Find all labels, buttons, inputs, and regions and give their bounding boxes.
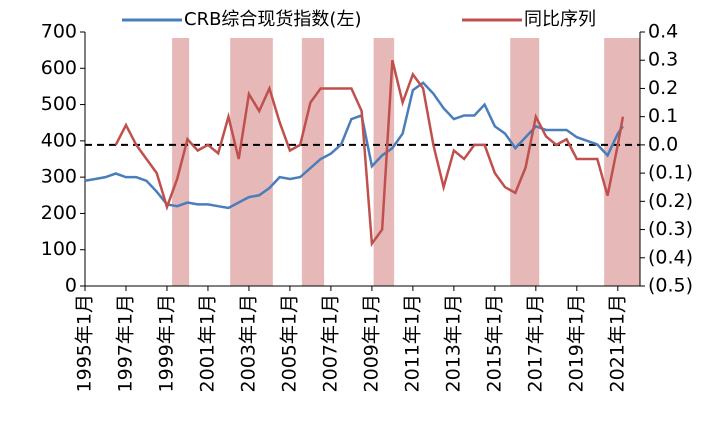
y-tick-label: 0 bbox=[65, 275, 77, 297]
x-tick-label: 2007年1月 bbox=[319, 294, 341, 392]
y-tick-label: 600 bbox=[41, 57, 77, 79]
y-tick-label: 400 bbox=[41, 129, 77, 151]
x-tick-label: 1997年1月 bbox=[114, 294, 136, 392]
y2-tick-label: (0.5) bbox=[648, 275, 693, 297]
x-tick-label: 2003年1月 bbox=[237, 294, 259, 392]
shaded-period bbox=[510, 38, 540, 286]
x-tick-label: 2015年1月 bbox=[483, 294, 505, 392]
x-tick-label: 2009年1月 bbox=[360, 294, 382, 392]
x-tick-label: 2021年1月 bbox=[606, 294, 628, 392]
series-line bbox=[114, 59, 625, 248]
y2-tick-label: 0.3 bbox=[648, 49, 678, 71]
legend-label: 同比序列 bbox=[524, 9, 596, 30]
legend-label: CRB综合现货指数(左) bbox=[184, 9, 361, 30]
x-tick-label: 2001年1月 bbox=[196, 294, 218, 392]
y2-tick-label: (0.3) bbox=[648, 218, 693, 240]
x-tick-label: 1999年1月 bbox=[155, 294, 177, 392]
y2-tick-label: 0.4 bbox=[648, 21, 678, 43]
x-tick-label: 2013年1月 bbox=[442, 294, 464, 392]
shaded-period bbox=[301, 38, 325, 286]
y2-tick-label: (0.1) bbox=[648, 162, 693, 184]
x-tick-label: 1995年1月 bbox=[74, 294, 96, 392]
x-tick-label: 2005年1月 bbox=[278, 294, 300, 392]
y-tick-label: 200 bbox=[41, 202, 77, 224]
shaded-period bbox=[230, 38, 273, 286]
y2-tick-label: 0.1 bbox=[648, 105, 678, 127]
shaded-period bbox=[604, 38, 640, 286]
y-tick-label: 100 bbox=[41, 238, 77, 260]
x-tick-label: 2017年1月 bbox=[524, 294, 546, 392]
x-tick-label: 2019年1月 bbox=[565, 294, 587, 392]
y2-tick-label: (0.2) bbox=[648, 190, 693, 212]
y2-tick-label: 0.0 bbox=[648, 133, 678, 155]
series-line bbox=[84, 81, 624, 210]
y-tick-label: 700 bbox=[41, 21, 77, 43]
y-tick-label: 300 bbox=[41, 166, 77, 188]
x-tick-label: 2011年1月 bbox=[401, 294, 423, 392]
y2-tick-label: 0.2 bbox=[648, 77, 678, 99]
y-tick-label: 500 bbox=[41, 93, 77, 115]
y2-tick-label: (0.4) bbox=[648, 246, 693, 268]
